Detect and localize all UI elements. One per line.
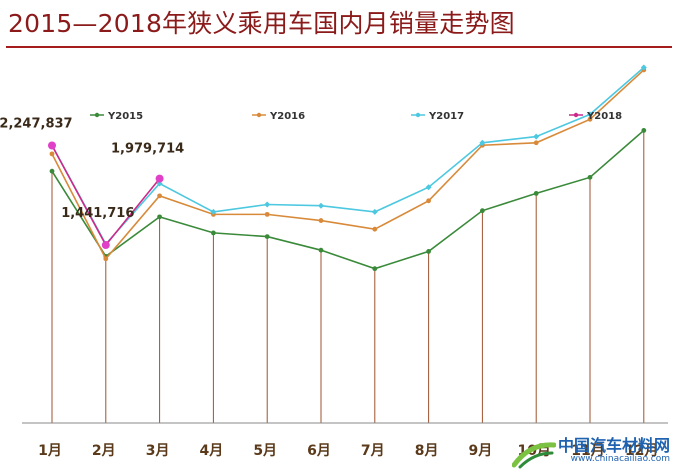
- data-point-y2017: [210, 208, 217, 215]
- x-tick-label: 4月: [200, 443, 224, 459]
- x-tick-label: 12月: [625, 443, 658, 459]
- series-lines: [48, 64, 647, 272]
- data-point-y2015: [533, 190, 539, 196]
- data-point-y2016: [426, 198, 431, 204]
- data-point-y2018: [101, 241, 110, 250]
- data-point-y2015: [318, 247, 324, 253]
- data-point-y2017: [318, 202, 324, 209]
- legend-marker: [256, 112, 262, 118]
- series-line-y2017: [51, 66, 645, 246]
- series-line-y2015: [51, 129, 645, 270]
- legend: Y2015 Y2016 Y2017 Y2018: [90, 111, 622, 122]
- x-tick-label: 9月: [469, 443, 493, 459]
- data-point-y2016: [372, 226, 378, 232]
- data-point-y2018: [155, 174, 164, 183]
- data-point-y2015: [264, 234, 270, 239]
- watermark-url: www.chinacailiao.com: [570, 454, 670, 464]
- legend-label: Y2017: [428, 111, 464, 122]
- legend-label: Y2015: [107, 111, 143, 122]
- data-point-y2017: [479, 139, 486, 146]
- x-tick-label: 3月: [146, 443, 170, 459]
- data-point-y2015: [426, 249, 431, 254]
- data-annotations: 2,247,837 1,441,716 1,979,714: [0, 117, 184, 222]
- data-point-y2016: [318, 218, 324, 223]
- drop-lines: [51, 130, 645, 423]
- data-point-y2015: [587, 174, 593, 180]
- x-tick-labels: 1月 2月 3月 4月 5月 6月 7月 8月 9月 10月 11月 12月: [38, 443, 658, 459]
- x-tick-label: 6月: [307, 443, 331, 459]
- data-label: 1,441,716: [61, 206, 134, 221]
- data-point-y2015: [641, 128, 647, 133]
- data-label: 1,979,714: [111, 142, 184, 157]
- x-tick-label: 11月: [571, 443, 604, 459]
- x-tick-label: 1月: [38, 443, 62, 459]
- data-point-y2017: [371, 208, 378, 215]
- data-point-y2016: [157, 193, 163, 199]
- legend-marker: [415, 112, 421, 118]
- x-tick-label: 2月: [92, 443, 116, 459]
- data-point-y2015: [157, 214, 163, 220]
- data-point-y2016: [587, 116, 593, 122]
- data-point-y2018: [48, 141, 56, 150]
- data-point-y2017: [425, 184, 432, 191]
- watermark-name: 中国汽车材料网: [557, 436, 670, 455]
- data-point-y2015: [211, 230, 216, 236]
- x-tick-label: 7月: [361, 443, 385, 459]
- data-point-y2016: [264, 211, 270, 217]
- page-title: 2015—2018年狭义乘用车国内月销量走势图: [8, 9, 515, 38]
- data-point-y2017: [587, 111, 593, 118]
- legend-marker: [94, 112, 100, 118]
- data-label: 2,247,837: [0, 117, 73, 132]
- legend-label: Y2016: [269, 111, 305, 122]
- title-divider: [6, 46, 672, 48]
- series-line-y2016: [51, 69, 645, 261]
- data-point-y2015: [372, 266, 378, 272]
- x-tick-label: 5月: [253, 443, 277, 459]
- data-point-y2016: [103, 256, 109, 262]
- data-point-y2015: [480, 208, 485, 214]
- watermark: 中国汽车材料网 www.chinacailiao.com: [511, 436, 670, 469]
- data-point-y2015: [49, 168, 55, 174]
- data-point-y2017: [640, 64, 647, 71]
- swoosh-logo-icon: [511, 442, 556, 469]
- data-point-y2016: [49, 151, 55, 157]
- data-point-y2016: [533, 140, 539, 146]
- x-tick-label: 8月: [415, 443, 439, 459]
- data-point-y2017: [264, 201, 271, 208]
- data-point-y2017: [533, 133, 540, 140]
- legend-marker: [573, 112, 579, 118]
- legend-label: Y2018: [586, 111, 622, 122]
